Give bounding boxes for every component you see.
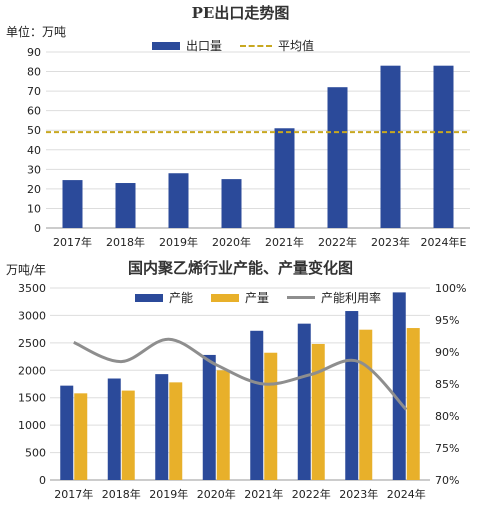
- x-tick-label: 2020年: [212, 235, 251, 249]
- x-tick-label: 2018年: [106, 235, 145, 249]
- y-tick-label: 2500: [18, 337, 46, 350]
- utilization-line: [73, 337, 408, 411]
- y-tick-label: 10: [27, 202, 41, 215]
- bar-export: [274, 128, 295, 228]
- y-tick-label: 1000: [18, 419, 46, 432]
- x-tick-label: 2024年: [387, 487, 426, 501]
- y2-tick-label: 75%: [435, 442, 459, 455]
- bar-output: [216, 370, 230, 480]
- y-axis-unit-label: 单位：万吨: [6, 25, 67, 39]
- y-tick-label: 2000: [18, 364, 46, 377]
- bar-export: [221, 179, 242, 228]
- pe-export-chart: PE出口走势图 单位：万吨 出口量 平均值 0 10 20 30 40 50 60 70 80 9…: [6, 4, 470, 249]
- bar-output: [121, 390, 135, 480]
- y-tick-label: 3500: [18, 282, 46, 295]
- bar-output: [74, 393, 88, 480]
- y-tick-label: 20: [27, 183, 41, 196]
- chart-title: PE出口走势图: [191, 4, 290, 22]
- bar-capacity: [345, 311, 359, 480]
- legend-item-output: 产量: [211, 289, 269, 306]
- x-tick-label: 2023年: [339, 487, 378, 501]
- chart-plot-area: 0 10 20 30 40 50 60 70 80 90 2017年 2018年 2019年 2020年 2…: [27, 46, 470, 249]
- x-tick-label: 2021年: [265, 235, 304, 249]
- pe-capacity-output-chart: 国内聚乙烯行业产能、产量变化图 万吨/年 产能 产量 产能利用率 0 500 100…: [0, 256, 481, 507]
- y2-tick-label: 100%: [435, 282, 466, 295]
- y2-tick-label: 85%: [435, 378, 459, 391]
- bar-export: [433, 65, 454, 228]
- chart-plot-area: 0 500 1000 1500 2000 2500 3000 3500 70% 75% 80% 85%…: [18, 282, 466, 501]
- legend-swatch-utilization: [287, 296, 316, 299]
- bar-export: [168, 173, 189, 228]
- x-tick-label: 2019年: [149, 487, 188, 501]
- y-axis-unit-label: 万吨/年: [6, 263, 47, 277]
- x-tick-label: 2022年: [318, 235, 357, 249]
- y-tick-label: 1500: [18, 392, 46, 405]
- legend-swatch-average: [240, 44, 273, 47]
- x-tick-label: 2023年: [371, 235, 410, 249]
- y-tick-label: 90: [27, 46, 41, 59]
- chart-title: 国内聚乙烯行业产能、产量变化图: [127, 259, 353, 277]
- bar-output: [169, 382, 183, 480]
- x-tick-label: 2017年: [54, 487, 93, 501]
- legend-swatch-output: [211, 293, 240, 302]
- legend-item-export: 出口量: [152, 37, 222, 54]
- bar-capacity: [60, 385, 74, 480]
- chart-legend: 产能 产量 产能利用率: [135, 289, 381, 306]
- y-tick-label: 0: [34, 222, 41, 235]
- legend-label-output: 产量: [245, 291, 270, 305]
- bar-capacity: [202, 354, 216, 480]
- y-tick-label: 50: [27, 124, 41, 137]
- legend-label-utilization: 产能利用率: [321, 291, 382, 305]
- y2-tick-label: 95%: [435, 314, 459, 327]
- y-tick-label: 40: [27, 144, 41, 157]
- y-tick-label: 3000: [18, 309, 46, 322]
- x-tick-label: 2021年: [244, 487, 283, 501]
- legend-item-capacity: 产能: [135, 289, 193, 306]
- x-tick-label: 2018年: [102, 487, 141, 501]
- bar-export: [62, 180, 83, 228]
- x-tick-label: 2019年: [159, 235, 198, 249]
- legend-item-utilization: 产能利用率: [287, 289, 381, 306]
- legend-item-average: 平均值: [240, 37, 314, 54]
- y-tick-label: 30: [27, 163, 41, 176]
- bar-capacity: [107, 378, 121, 480]
- bar-export: [327, 87, 348, 228]
- x-tick-label: 2022年: [292, 487, 331, 501]
- bar-capacity: [297, 323, 311, 480]
- y-tick-label: 0: [39, 474, 46, 487]
- y2-tick-label: 80%: [435, 410, 459, 423]
- bar-output: [406, 328, 420, 480]
- x-tick-label: 2024年E: [421, 235, 467, 249]
- chart-legend: 出口量 平均值: [152, 37, 314, 54]
- bar-output: [311, 343, 325, 480]
- legend-label-capacity: 产能: [169, 291, 194, 305]
- bar-export: [380, 65, 401, 228]
- y-tick-label: 80: [27, 66, 41, 79]
- legend-label-average: 平均值: [278, 39, 315, 53]
- y-tick-label: 500: [25, 447, 46, 460]
- y-tick-label: 70: [27, 85, 41, 98]
- y2-tick-label: 90%: [435, 346, 459, 359]
- x-tick-label: 2020年: [197, 487, 236, 501]
- bar-capacity: [250, 330, 264, 480]
- y2-tick-label: 70%: [435, 474, 459, 487]
- legend-label-export: 出口量: [186, 39, 223, 53]
- legend-swatch-export: [152, 41, 180, 50]
- bar-export: [115, 183, 136, 228]
- bar-output: [359, 329, 373, 480]
- bar-capacity: [392, 292, 406, 480]
- y-tick-label: 60: [27, 105, 41, 118]
- x-tick-label: 2017年: [53, 235, 92, 249]
- bar-capacity: [155, 374, 169, 480]
- bar-output: [264, 352, 278, 480]
- legend-swatch-capacity: [135, 293, 163, 302]
